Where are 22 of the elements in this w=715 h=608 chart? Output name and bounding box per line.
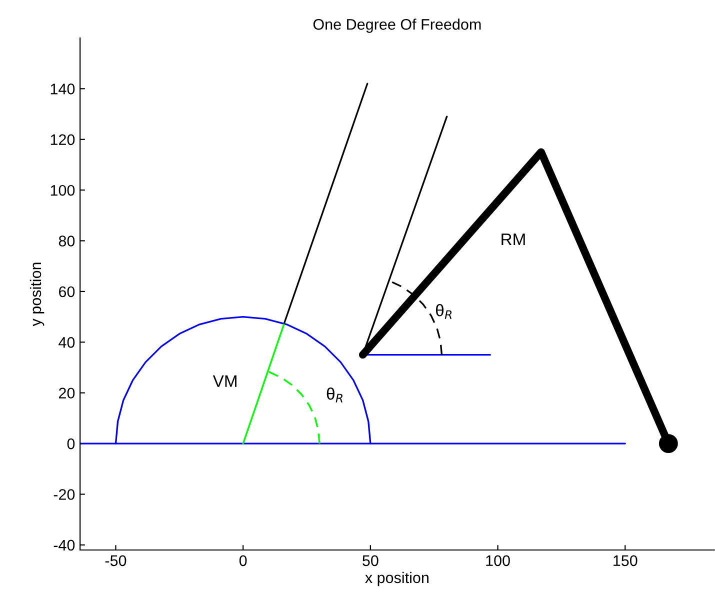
annotation: VM (212, 375, 236, 387)
x-tick-label: 0 (239, 555, 247, 566)
chart-title: One Degree Of Freedom (313, 18, 481, 33)
y-tick-label: 60 (59, 286, 75, 298)
y-tick-label: 0 (67, 438, 75, 450)
annotation: θ$_{R}$ (326, 388, 342, 402)
y-axis-title: y position (30, 262, 44, 326)
x-tick-label: 150 (614, 555, 638, 566)
x-axis-title: x position (365, 572, 428, 586)
x-tick-label: 50 (362, 555, 378, 566)
y-tick-label: 80 (58, 236, 75, 246)
y-tick-label: 100 (50, 184, 75, 196)
annotation: θ$_{R}$ (436, 304, 452, 319)
y-tick-label: -40 (54, 540, 75, 551)
y-tick-label: -20 (54, 489, 75, 500)
y-tick-label: 40 (58, 337, 75, 348)
x-tick-label: 100 (486, 555, 510, 566)
y-tick-label: 120 (50, 134, 75, 146)
x-tick-label: -50 (105, 555, 126, 566)
y-tick-label: 140 (50, 84, 75, 94)
annotation: RM (502, 234, 525, 246)
y-tick-label: 20 (58, 388, 75, 399)
